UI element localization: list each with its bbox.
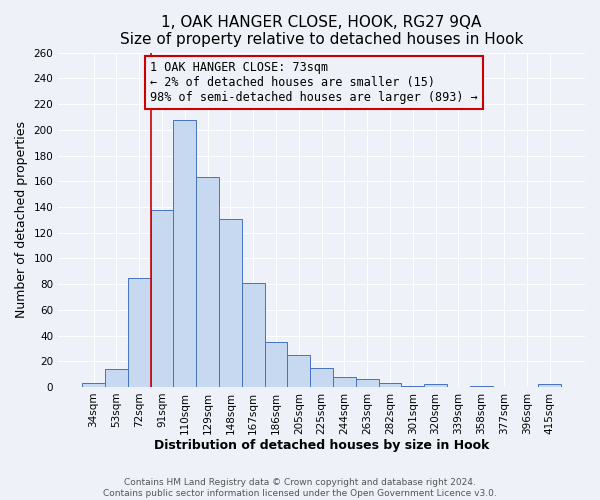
Bar xyxy=(401,386,424,387)
Bar xyxy=(356,379,379,387)
Title: 1, OAK HANGER CLOSE, HOOK, RG27 9QA
Size of property relative to detached houses: 1, OAK HANGER CLOSE, HOOK, RG27 9QA Size… xyxy=(120,15,523,48)
Bar xyxy=(173,120,196,387)
Bar xyxy=(196,178,219,387)
Bar xyxy=(265,342,287,387)
Y-axis label: Number of detached properties: Number of detached properties xyxy=(15,122,28,318)
Bar xyxy=(105,369,128,387)
Text: Contains HM Land Registry data © Crown copyright and database right 2024.
Contai: Contains HM Land Registry data © Crown c… xyxy=(103,478,497,498)
Bar xyxy=(538,384,561,387)
Bar xyxy=(242,283,265,387)
Text: 1 OAK HANGER CLOSE: 73sqm
← 2% of detached houses are smaller (15)
98% of semi-d: 1 OAK HANGER CLOSE: 73sqm ← 2% of detach… xyxy=(151,61,478,104)
Bar xyxy=(310,368,333,387)
Bar xyxy=(287,355,310,387)
Bar xyxy=(333,376,356,387)
Bar xyxy=(424,384,447,387)
Bar xyxy=(379,383,401,387)
Bar xyxy=(219,218,242,387)
Bar xyxy=(470,386,493,387)
Bar xyxy=(82,383,105,387)
Bar xyxy=(128,278,151,387)
X-axis label: Distribution of detached houses by size in Hook: Distribution of detached houses by size … xyxy=(154,440,489,452)
Bar xyxy=(151,210,173,387)
